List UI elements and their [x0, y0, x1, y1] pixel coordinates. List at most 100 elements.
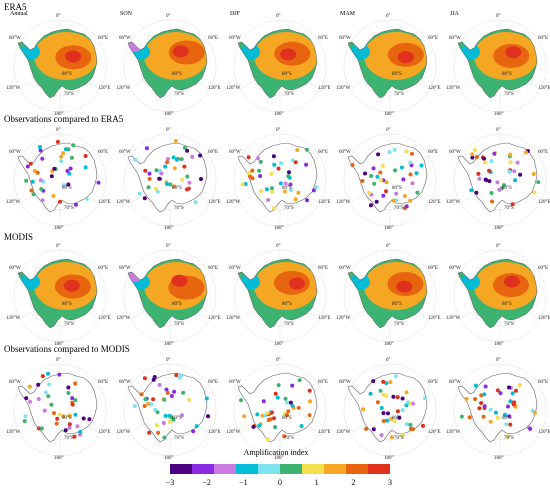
- station-dot: [180, 177, 185, 182]
- station-dot: [517, 383, 522, 387]
- station-dot: [159, 171, 164, 176]
- map-label-right-lower: 120°E: [318, 316, 331, 321]
- station-dot: [165, 390, 170, 395]
- station-dot: [408, 172, 413, 177]
- station-dot: [149, 402, 154, 407]
- colorbar-tick: 1: [314, 478, 319, 487]
- station-dot: [305, 198, 309, 203]
- station-dot: [304, 162, 309, 167]
- station-dot: [479, 393, 484, 398]
- station-dot: [30, 179, 35, 184]
- map-panel: 0° 180° 60°W 60°E 120°W 120°E 80°S 70°S: [116, 356, 224, 464]
- station-dot: [206, 414, 210, 419]
- station-dot: [502, 183, 506, 188]
- station-dot: [153, 186, 158, 191]
- station-dot: [531, 172, 536, 176]
- station-dot: [285, 400, 289, 405]
- map-label-right-lower: 120°E: [538, 200, 550, 205]
- map-panel: 0° 180° 60°W 60°E 120°W 120°E 80°S 70°S: [336, 242, 444, 350]
- station-dot: [46, 371, 50, 376]
- station-dot: [275, 395, 280, 400]
- map-label-bottom: 180°: [54, 226, 64, 231]
- map-label-lat80: 80°S: [172, 416, 182, 421]
- station-dot: [247, 171, 252, 176]
- map-label-left-upper: 60°W: [119, 36, 131, 41]
- map-label-left-lower: 120°W: [446, 430, 461, 435]
- map-label-right-upper: 60°E: [318, 150, 329, 155]
- station-dot: [243, 182, 248, 186]
- map-label-bottom: 180°: [494, 226, 504, 231]
- station-dot: [59, 159, 64, 164]
- map-label-lat80: 80°S: [392, 186, 402, 191]
- station-dot: [361, 407, 366, 412]
- station-dot: [278, 181, 283, 186]
- map-panel: 0° 180° 60°W 60°E 120°W 120°E 80°S 70°S: [336, 356, 444, 464]
- station-dot: [38, 145, 42, 149]
- map-label-left-lower: 120°W: [6, 200, 21, 205]
- map-label-right-upper: 60°E: [538, 266, 549, 271]
- map-label-right-lower: 120°E: [538, 316, 550, 321]
- station-dot: [379, 433, 384, 437]
- station-dot: [408, 160, 413, 165]
- station-dot: [368, 391, 373, 396]
- map-label-top: 0°: [56, 358, 61, 363]
- map-label-right-lower: 120°E: [318, 430, 331, 435]
- map-label-right-upper: 60°E: [98, 36, 109, 41]
- map-panel: JJA 0° 180° 60°W 60°E 120°W 120°E 80°S 70°S: [446, 11, 550, 120]
- station-dot: [57, 372, 62, 377]
- map-label-left-upper: 60°W: [449, 150, 461, 155]
- station-dot: [504, 422, 509, 427]
- colorbar-tick: −3: [165, 478, 175, 487]
- map-label-top: 0°: [166, 128, 171, 133]
- station-dot: [479, 401, 484, 405]
- antarctica-map: [233, 363, 327, 457]
- station-dot: [154, 423, 159, 428]
- station-dot: [288, 400, 293, 405]
- station-dot: [271, 154, 276, 159]
- map-label-right-upper: 60°E: [318, 36, 329, 41]
- map-label-top: 0°: [166, 14, 171, 19]
- station-dot: [286, 174, 291, 179]
- map-label-bottom: 180°: [274, 226, 284, 231]
- station-dot: [505, 434, 510, 439]
- station-dot: [67, 425, 72, 430]
- station-dot: [142, 376, 147, 381]
- antarctica-map: [233, 19, 327, 113]
- station-dot: [163, 164, 168, 169]
- map-label-top: 0°: [496, 128, 501, 133]
- map-label-lat70: 70°S: [504, 436, 514, 441]
- station-dot: [459, 414, 464, 419]
- station-dot: [406, 400, 410, 405]
- station-dot: [506, 404, 510, 409]
- station-dot: [290, 158, 295, 163]
- station-dot: [172, 184, 177, 189]
- station-dot: [400, 408, 405, 413]
- colorbar-segment: [170, 464, 192, 474]
- station-dot: [75, 424, 80, 429]
- station-dot: [167, 419, 172, 424]
- map-label-top: 0°: [166, 244, 171, 249]
- station-dot: [495, 388, 500, 393]
- colorbar-tick: 2: [351, 478, 356, 487]
- station-dot: [470, 152, 475, 157]
- station-dot: [389, 435, 394, 440]
- map-label-lat70: 70°S: [284, 206, 294, 211]
- station-dot: [388, 380, 393, 385]
- station-dot: [169, 394, 174, 398]
- station-dot: [66, 147, 71, 152]
- station-dot: [508, 152, 513, 157]
- station-dot: [164, 387, 169, 392]
- row-title-0: ERA5: [4, 2, 27, 12]
- map-label-top: 0°: [276, 358, 281, 363]
- map-label-right-lower: 120°E: [98, 316, 111, 321]
- station-dot: [283, 396, 288, 401]
- station-dot: [364, 426, 369, 431]
- map-label-right-lower: 120°E: [208, 316, 221, 321]
- map-label-lat80: 80°S: [172, 72, 182, 77]
- map-label-right-lower: 120°E: [538, 86, 550, 91]
- station-dot: [27, 384, 32, 389]
- station-dot: [22, 419, 27, 424]
- station-dot: [270, 189, 275, 194]
- station-dot: [469, 188, 474, 193]
- station-dot: [74, 202, 78, 207]
